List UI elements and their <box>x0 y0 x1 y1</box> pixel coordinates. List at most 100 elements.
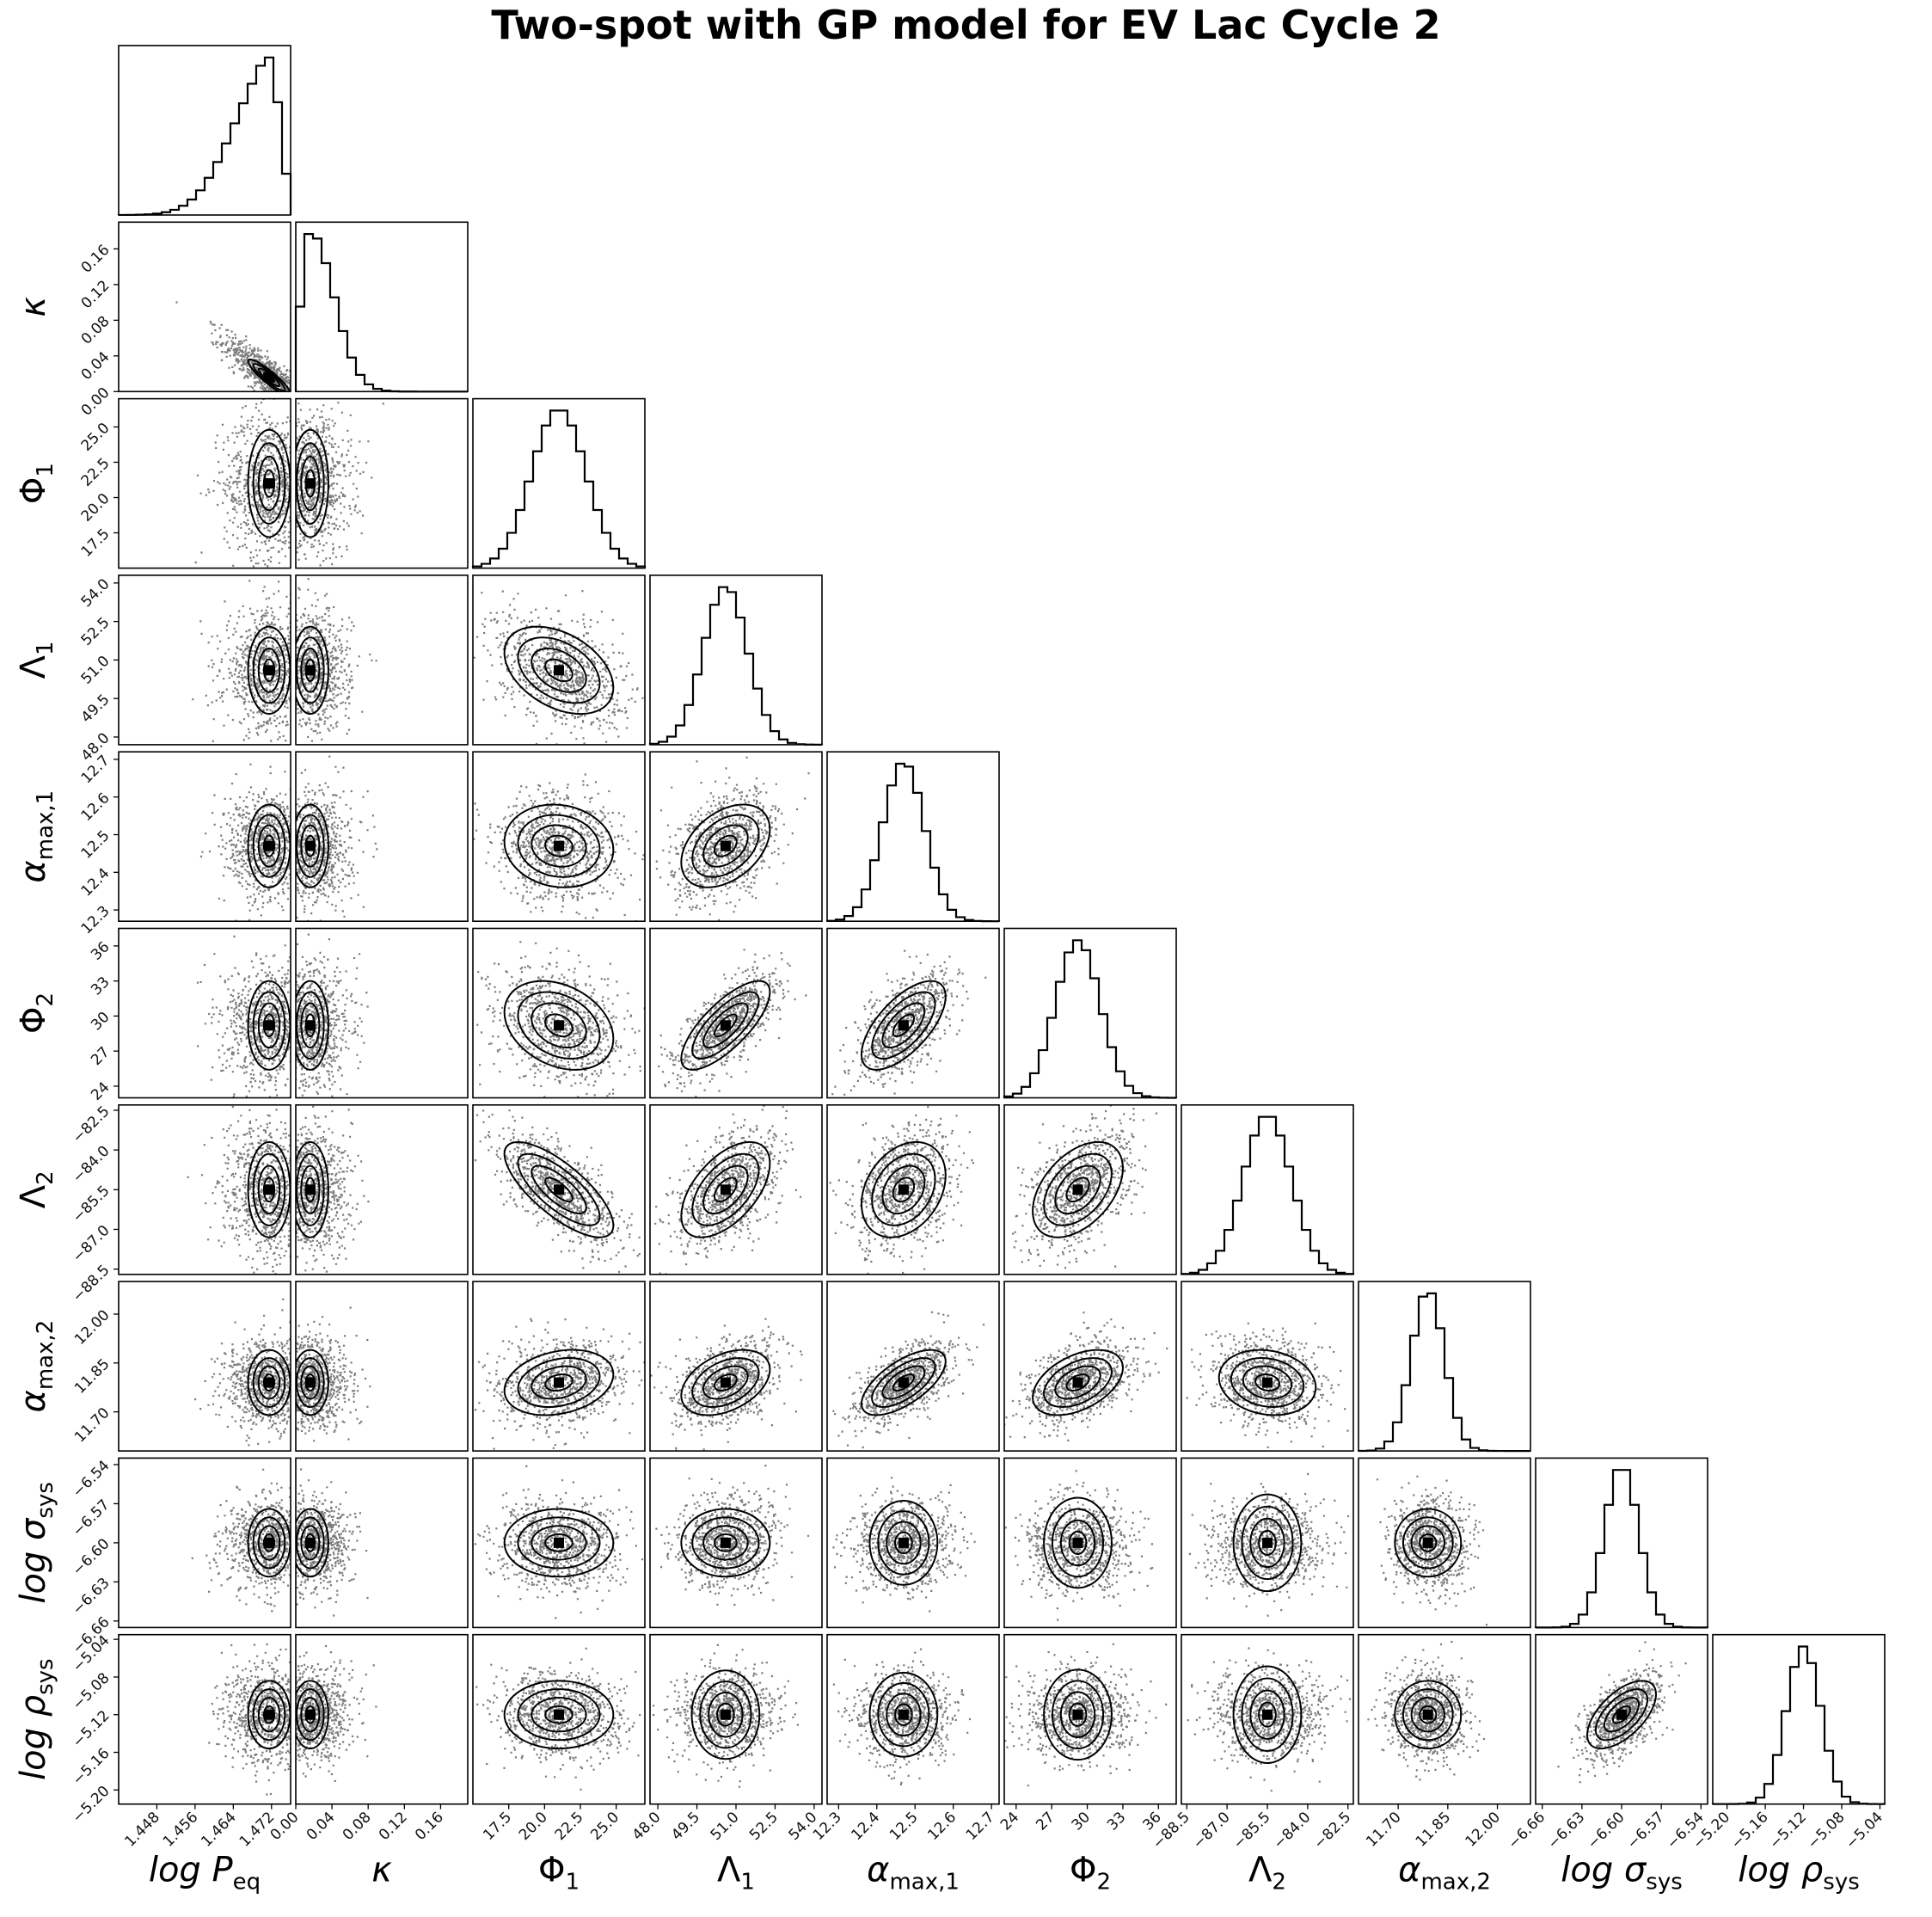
scatter-panel-alpha2-vs-Phi1 <box>460 1281 660 1451</box>
y-tick-label-Lambda1: 49.5 <box>78 691 113 727</box>
density-peak <box>264 1710 274 1720</box>
scatter-panel-alpha2-vs-Phi2 <box>981 1281 1176 1456</box>
scatter-panel-logsig-vs-Phi2 <box>996 1458 1176 1627</box>
axes-frame <box>1536 1458 1708 1627</box>
x-tick-label-logsig: −6.63 <box>1544 1809 1588 1852</box>
y-tick-label-logrho: −5.20 <box>70 1783 113 1827</box>
y-tick-label-logsig: −6.60 <box>70 1535 113 1579</box>
x-tick-label-kappa: 0.12 <box>376 1809 411 1844</box>
y-tick-label-Phi1: 22.5 <box>78 455 113 490</box>
density-logrho-alpha1 <box>812 1649 971 1785</box>
histogram-logrho <box>1713 1646 1885 1803</box>
density-peak <box>554 1184 564 1195</box>
y-tick-label-Phi2: 27 <box>88 1044 113 1069</box>
x-tick-label-Lambda2: −87.0 <box>1190 1809 1234 1852</box>
x-axis-label-Lambda2: Λ2 <box>1248 1851 1286 1895</box>
density-alpha2-Phi1 <box>460 1318 660 1450</box>
y-tick-label-Lambda2: −82.5 <box>70 1103 113 1146</box>
x-tick-label-kappa: 0.00 <box>267 1809 303 1844</box>
density-Lambda2-Lambda1 <box>647 1059 835 1291</box>
y-tick-label-logsig: −6.63 <box>70 1575 113 1619</box>
y-tick-label-Phi1: 20.0 <box>78 490 113 525</box>
density-Lambda2-kappa <box>257 1091 370 1311</box>
density-Phi2-alpha1 <box>818 950 986 1112</box>
density-alpha1-Phi1 <box>457 773 656 930</box>
scatter-panel-Lambda2-vs-kappa <box>257 1091 469 1311</box>
density-alpha2-Phi2 <box>981 1312 1168 1456</box>
density-alpha2-Lambda2 <box>1159 1323 1390 1459</box>
density-Lambda1-logPeq <box>192 580 332 777</box>
x-tick-label-Lambda2: −82.5 <box>1310 1809 1354 1852</box>
y-axis-label-logsig: log σsys <box>14 1482 58 1604</box>
scatter-points <box>251 934 369 1150</box>
x-tick-label-alpha1: 12.4 <box>848 1809 883 1844</box>
y-tick-label-Phi2: 36 <box>88 938 113 963</box>
density-alpha2-logPeq <box>194 1299 356 1453</box>
density-peak <box>1073 1538 1083 1548</box>
axes-frame <box>650 752 822 921</box>
scatter-points <box>812 1649 971 1785</box>
y-tick-label-Phi2: 30 <box>88 1009 113 1034</box>
x-tick-label-logrho: −5.04 <box>1843 1809 1886 1852</box>
y-tick-label-alpha2: 11.85 <box>71 1355 113 1398</box>
x-axis-label-logsig: log σsys <box>1561 1851 1683 1895</box>
y-tick-label-alpha1: 12.4 <box>78 865 113 900</box>
density-logsig-Phi1 <box>445 1465 690 1619</box>
x-tick-label-logrho: −5.12 <box>1766 1809 1810 1852</box>
density-peak <box>264 478 274 488</box>
density-peak <box>554 1378 564 1388</box>
scatter-panel-alpha1-vs-Phi1 <box>457 752 656 930</box>
density-peak <box>264 1184 274 1195</box>
density-logrho-Phi1 <box>464 1648 672 1791</box>
hist-panel-logsig <box>1536 1458 1708 1627</box>
density-peak <box>264 1378 274 1388</box>
scatter-panel-kappa-vs-logPeq: 0.000.040.080.120.16κ <box>14 222 340 439</box>
scatter-panel-logrho-vs-alpha2: 11.70 11.85 12.00αmax,2 <box>1358 1635 1531 1895</box>
density-logsig-Phi2 <box>996 1470 1154 1620</box>
axes-frame <box>296 752 468 921</box>
y-tick-label-Phi2: 24 <box>88 1078 113 1103</box>
hist-panel-alpha2 <box>1359 1281 1530 1451</box>
density-peak <box>721 1184 731 1195</box>
scatter-panel-Lambda2-vs-Lambda1 <box>647 1059 835 1291</box>
x-tick-label-Phi1: 22.5 <box>552 1809 587 1844</box>
scatter-panel-Lambda1-vs-Phi1 <box>457 575 653 759</box>
x-tick-label-Phi1: 20.0 <box>516 1809 551 1844</box>
y-tick-label-logrho: −5.16 <box>70 1745 113 1789</box>
density-peak <box>1073 1710 1083 1720</box>
density-peak <box>1423 1710 1433 1720</box>
x-axis-label-alpha2: αmax,2 <box>1398 1851 1491 1895</box>
scatter-points <box>464 1091 669 1283</box>
y-axis-label-alpha1: αmax,1 <box>14 790 58 883</box>
scatter-panel-Phi2-vs-Lambda1 <box>631 925 822 1119</box>
density-peak <box>1073 1378 1083 1388</box>
x-tick-label-logrho: −5.16 <box>1728 1809 1772 1852</box>
density-peak <box>305 1538 316 1548</box>
y-tick-label-Lambda1: 54.0 <box>78 575 113 611</box>
density-peak <box>554 1538 564 1548</box>
histogram-alpha2 <box>1359 1293 1530 1451</box>
density-Lambda1-Phi1 <box>457 581 653 759</box>
axes-frame <box>473 929 645 1098</box>
x-tick-label-Lambda2: −84.0 <box>1270 1809 1314 1852</box>
density-Phi1-logPeq <box>195 377 346 592</box>
scatter-panel-logrho-vs-logsig: −6.66−6.63−6.60−6.57−6.54log σsys <box>1505 1635 1708 1895</box>
density-peak <box>264 372 274 383</box>
x-axis-label-kappa: κ <box>371 1851 392 1890</box>
x-tick-label-alpha1: 12.7 <box>963 1809 998 1844</box>
scatter-panel-logsig-vs-alpha2 <box>1359 1458 1530 1627</box>
x-tick-label-logsig: −6.57 <box>1624 1809 1668 1852</box>
hist-panel-Lambda2 <box>1181 1105 1353 1275</box>
axes-frame <box>473 399 645 568</box>
y-tick-label-logrho: −5.08 <box>70 1669 113 1713</box>
x-tick-label-kappa: 0.04 <box>304 1809 339 1844</box>
y-tick-label-Lambda2: −84.0 <box>70 1143 113 1187</box>
scatter-panel-logsig-vs-Lambda2 <box>1175 1458 1353 1627</box>
y-tick-label-Lambda2: −87.0 <box>70 1222 113 1266</box>
scatter-panel-Lambda1-vs-logPeq: 48.049.551.052.554.0Λ1 <box>14 575 332 778</box>
scatter-panel-logsig-vs-Phi1 <box>445 1458 690 1627</box>
x-axis-label-Phi1: Φ1 <box>538 1851 580 1895</box>
density-peak <box>899 1538 909 1548</box>
x-tick-label-alpha2: 11.85 <box>1413 1809 1455 1851</box>
